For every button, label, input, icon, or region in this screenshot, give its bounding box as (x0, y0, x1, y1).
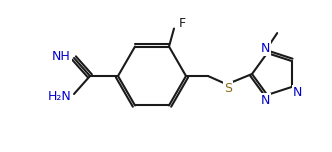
Text: NH: NH (51, 50, 70, 62)
Text: S: S (224, 83, 232, 95)
Text: F: F (178, 17, 186, 30)
Text: N: N (261, 94, 270, 107)
Text: H₂N: H₂N (48, 90, 72, 102)
Text: N: N (261, 42, 270, 55)
Text: N: N (293, 86, 302, 99)
